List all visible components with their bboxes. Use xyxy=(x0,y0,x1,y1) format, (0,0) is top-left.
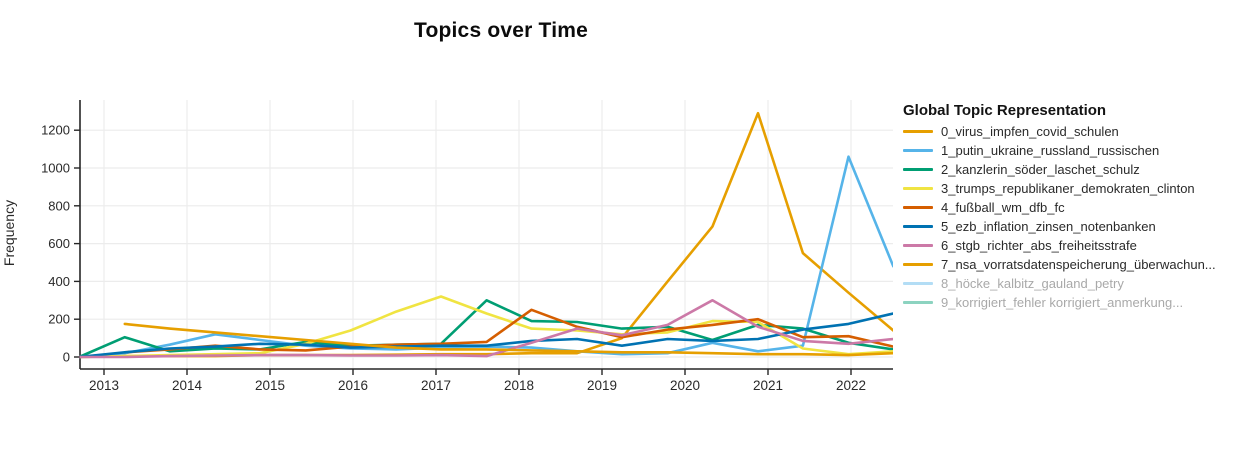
chart-title: Topics over Time xyxy=(414,19,588,42)
y-tick-label: 1000 xyxy=(41,161,70,176)
legend-item-label: 1_putin_ukraine_russland_russischen xyxy=(941,143,1160,158)
y-tick-label: 800 xyxy=(48,198,70,213)
legend-item-3_trumps_republikaner_demokraten_clinton[interactable]: 3_trumps_republikaner_demokraten_clinton xyxy=(903,179,1250,198)
y-tick-label: 0 xyxy=(63,350,70,365)
legend-swatch-icon xyxy=(903,263,933,266)
legend-item-9_korrigiert_fehler korrigiert_anmerkung...[interactable]: 9_korrigiert_fehler korrigiert_anmerkung… xyxy=(903,293,1250,312)
legend-title: Global Topic Representation xyxy=(903,102,1107,119)
legend-item-label: 8_höcke_kalbitz_gauland_petry xyxy=(941,276,1124,291)
series-line-6_stgb_richter_abs_freiheitsstrafe[interactable] xyxy=(79,298,893,359)
y-tick-label: 600 xyxy=(48,236,70,251)
x-tick-label: 2017 xyxy=(421,378,451,393)
series-line-4_fußball_wm_dfb_fc[interactable] xyxy=(123,308,894,354)
x-tick-label: 2022 xyxy=(836,378,866,393)
legend-swatch-icon xyxy=(903,187,933,190)
series-line-0_virus_impfen_covid_schulen[interactable] xyxy=(79,111,893,359)
legend-item-label: 0_virus_impfen_covid_schulen xyxy=(941,124,1119,139)
y-tick-label: 1200 xyxy=(41,123,70,138)
x-tick-label: 2014 xyxy=(172,378,203,393)
y-axis-title: Frequency xyxy=(1,200,17,266)
legend-item-7_nsa_vorratsdatenspeicherung_überwachun...[interactable]: 7_nsa_vorratsdatenspeicherung_überwachun… xyxy=(903,255,1250,274)
series-line-7_nsa_vorratsdatenspeicherung_überwachun...[interactable] xyxy=(123,322,894,357)
legend-item-label: 5_ezb_inflation_zinsen_notenbanken xyxy=(941,219,1156,234)
x-tick-label: 2018 xyxy=(504,378,534,393)
legend-item-label: 6_stgb_richter_abs_freiheitsstrafe xyxy=(941,238,1137,253)
legend-swatch-icon xyxy=(903,225,933,228)
legend-swatch-icon xyxy=(903,168,933,171)
legend-items: 0_virus_impfen_covid_schulen 1_putin_ukra… xyxy=(903,122,1250,312)
legend-item-label: 9_korrigiert_fehler korrigiert_anmerkung… xyxy=(941,295,1184,310)
legend: Global Topic Representation 0_virus_impf… xyxy=(903,101,1250,312)
y-tick-label: 200 xyxy=(48,312,70,327)
x-tick-label: 2020 xyxy=(670,378,700,393)
legend-item-5_ezb_inflation_zinsen_notenbanken[interactable]: 5_ezb_inflation_zinsen_notenbanken xyxy=(903,217,1250,236)
x-tick-label: 2015 xyxy=(255,378,285,393)
x-tick-label: 2021 xyxy=(753,378,783,393)
legend-item-6_stgb_richter_abs_freiheitsstrafe[interactable]: 6_stgb_richter_abs_freiheitsstrafe xyxy=(903,236,1250,255)
legend-swatch-icon xyxy=(903,206,933,209)
series-line-5_ezb_inflation_zinsen_notenbanken[interactable] xyxy=(79,312,893,359)
x-tick-label: 2019 xyxy=(587,378,617,393)
legend-item-4_fußball_wm_dfb_fc[interactable]: 4_fußball_wm_dfb_fc xyxy=(903,198,1250,217)
legend-item-1_putin_ukraine_russland_russischen[interactable]: 1_putin_ukraine_russland_russischen xyxy=(903,141,1250,160)
x-tick-label: 2016 xyxy=(338,378,368,393)
series-line-2_kanzlerin_söder_laschet_schulz[interactable] xyxy=(79,298,893,359)
legend-item-label: 7_nsa_vorratsdatenspeicherung_überwachun… xyxy=(941,257,1216,272)
legend-item-0_virus_impfen_covid_schulen[interactable]: 0_virus_impfen_covid_schulen xyxy=(903,122,1250,141)
legend-swatch-icon xyxy=(903,130,933,133)
y-tick-label: 400 xyxy=(48,274,70,289)
legend-item-label: 4_fußball_wm_dfb_fc xyxy=(941,200,1065,215)
legend-item-8_höcke_kalbitz_gauland_petry[interactable]: 8_höcke_kalbitz_gauland_petry xyxy=(903,274,1250,293)
legend-swatch-icon xyxy=(903,149,933,152)
x-tick-label: 2013 xyxy=(89,378,119,393)
legend-swatch-icon xyxy=(903,282,933,285)
legend-swatch-icon xyxy=(903,301,933,304)
legend-item-2_kanzlerin_söder_laschet_schulz[interactable]: 2_kanzlerin_söder_laschet_schulz xyxy=(903,160,1250,179)
legend-swatch-icon xyxy=(903,244,933,247)
legend-item-label: 2_kanzlerin_söder_laschet_schulz xyxy=(941,162,1140,177)
legend-item-label: 3_trumps_republikaner_demokraten_clinton xyxy=(941,181,1195,196)
